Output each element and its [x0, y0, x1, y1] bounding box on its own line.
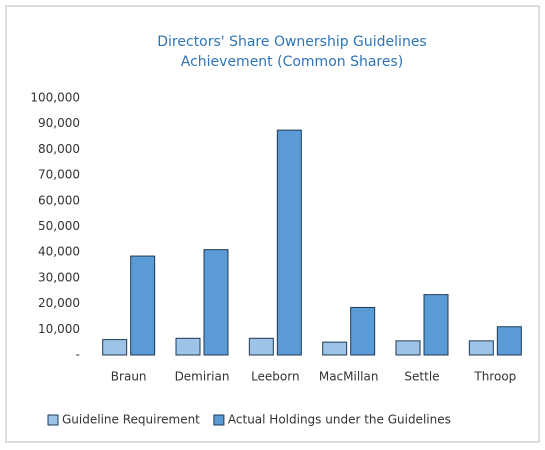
x-tick-label: Throop [473, 370, 516, 384]
y-tick-label: 60,000 [38, 193, 80, 207]
chart-title: Directors' Share Ownership Guidelines [157, 34, 426, 50]
bar [248, 337, 274, 356]
x-tick-label: Braun [111, 370, 147, 384]
bar [322, 341, 348, 356]
bar [276, 129, 302, 356]
bar [102, 339, 128, 356]
bar [496, 326, 522, 356]
y-tick-label: 70,000 [38, 168, 80, 182]
bar [468, 340, 494, 356]
y-tick-label: 20,000 [38, 296, 80, 310]
bar [130, 255, 156, 356]
y-tick-label: 10,000 [38, 322, 80, 336]
y-tick-label: 40,000 [38, 245, 80, 259]
bar [395, 340, 421, 356]
legend-swatch [47, 414, 59, 426]
bar [423, 294, 449, 356]
y-tick-label: 90,000 [38, 116, 80, 130]
bar [175, 337, 201, 356]
y-tick-label: 50,000 [38, 219, 80, 233]
y-tick-label: - [76, 348, 80, 362]
x-tick-label: MacMillan [319, 370, 379, 384]
bar [350, 306, 376, 356]
y-tick-label: 100,000 [30, 91, 80, 105]
x-tick-label: Demirian [175, 370, 230, 384]
bar [203, 249, 229, 356]
y-tick-label: 30,000 [38, 270, 80, 284]
legend-label: Guideline Requirement [62, 413, 200, 427]
legend-swatch [213, 414, 225, 426]
chart-border [5, 5, 540, 443]
legend-label: Actual Holdings under the Guidelines [228, 413, 451, 427]
chart-title: Achievement (Common Shares) [181, 54, 404, 70]
y-tick-label: 80,000 [38, 142, 80, 156]
x-tick-label: Settle [404, 370, 439, 384]
x-tick-label: Leeborn [251, 370, 300, 384]
